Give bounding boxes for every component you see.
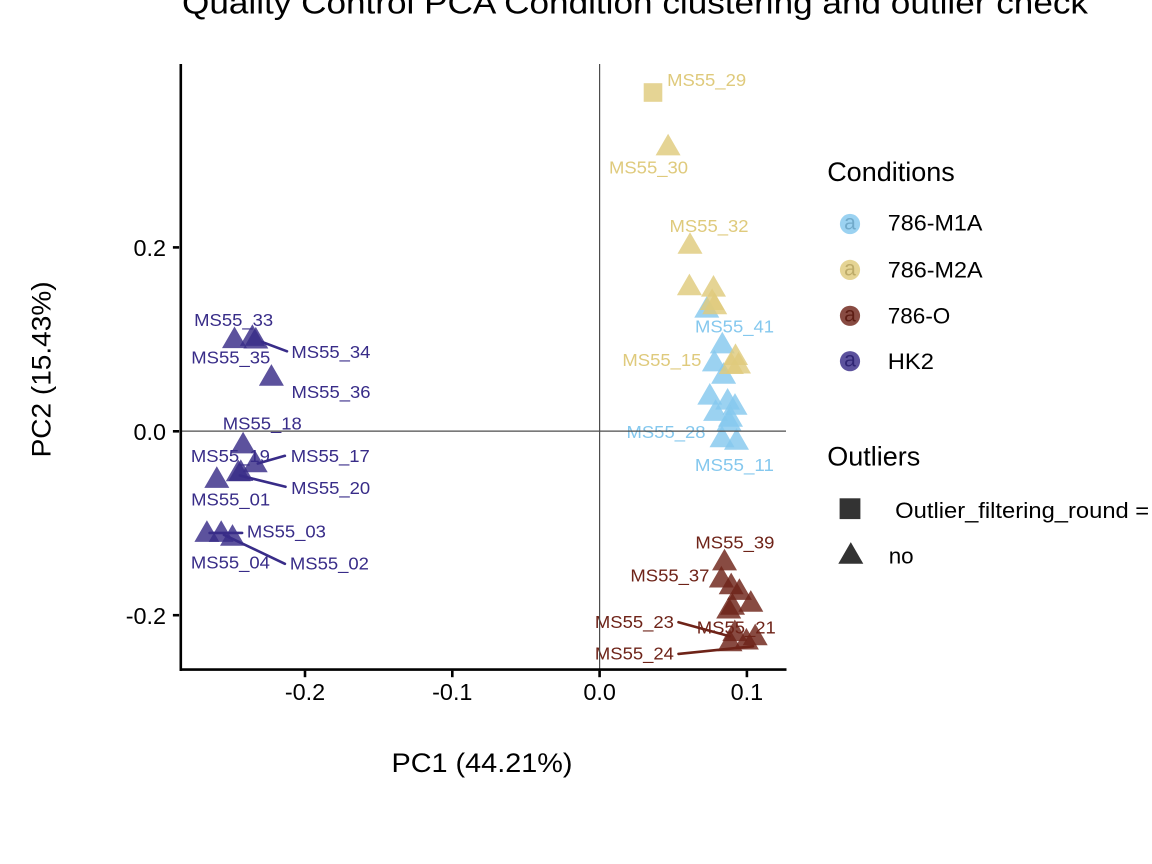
- svg-text:MS55_20: MS55_20: [291, 478, 370, 499]
- svg-text:0.1: 0.1: [731, 679, 764, 705]
- svg-text:MS55_21: MS55_21: [697, 617, 776, 638]
- svg-text:0.2: 0.2: [133, 235, 166, 261]
- svg-text:MS55_33: MS55_33: [194, 310, 273, 331]
- svg-text:Outliers: Outliers: [827, 442, 920, 472]
- svg-text:MS55_01: MS55_01: [191, 490, 270, 511]
- svg-text:a: a: [844, 303, 856, 326]
- svg-text:0.0: 0.0: [133, 419, 166, 445]
- svg-text:MS55_32: MS55_32: [670, 216, 749, 237]
- svg-text:MS55_41: MS55_41: [695, 317, 774, 338]
- svg-text:MS55_04: MS55_04: [191, 553, 270, 574]
- svg-text:HK2: HK2: [888, 349, 934, 374]
- svg-text:MS55_35: MS55_35: [191, 347, 270, 368]
- svg-text:786-O: 786-O: [888, 304, 951, 329]
- svg-text:MS55_39: MS55_39: [695, 532, 774, 553]
- svg-text:a: a: [844, 257, 856, 280]
- svg-text:MS55_03: MS55_03: [247, 522, 326, 543]
- svg-text:Outlier_filtering_round =: Outlier_filtering_round =: [895, 498, 1149, 523]
- svg-text:MS55_18: MS55_18: [223, 414, 302, 435]
- svg-text:MS55_02: MS55_02: [290, 554, 369, 575]
- svg-text:786-M1A: 786-M1A: [888, 211, 983, 236]
- svg-text:MS55_30: MS55_30: [609, 157, 688, 178]
- svg-text:Quality Control PCA Condition: Quality Control PCA Condition clustering…: [182, 0, 1088, 21]
- svg-text:MS55_34: MS55_34: [291, 342, 370, 363]
- svg-text:a: a: [844, 212, 856, 235]
- svg-text:MS55_15: MS55_15: [622, 350, 701, 371]
- svg-text:MS55_17: MS55_17: [291, 446, 370, 467]
- svg-text:MS55_11: MS55_11: [695, 455, 774, 476]
- svg-text:MS55_37: MS55_37: [630, 565, 709, 586]
- svg-text:PC2 (15.43%): PC2 (15.43%): [27, 281, 57, 457]
- svg-text:-0.2: -0.2: [126, 603, 166, 629]
- svg-text:-0.2: -0.2: [285, 679, 325, 705]
- svg-text:MS55_24: MS55_24: [595, 643, 674, 664]
- svg-text:MS55_29: MS55_29: [667, 70, 746, 91]
- svg-text:MS55_19: MS55_19: [191, 446, 270, 467]
- svg-text:MS55_28: MS55_28: [627, 422, 706, 443]
- svg-text:no: no: [889, 544, 914, 569]
- svg-text:0.0: 0.0: [583, 679, 616, 705]
- svg-text:MS55_36: MS55_36: [292, 382, 371, 403]
- svg-text:a: a: [844, 349, 856, 372]
- svg-text:786-M2A: 786-M2A: [888, 258, 983, 283]
- svg-text:PC1 (44.21%): PC1 (44.21%): [392, 748, 573, 778]
- svg-text:MS55_23: MS55_23: [595, 612, 674, 633]
- svg-text:-0.1: -0.1: [432, 679, 472, 705]
- svg-text:Conditions: Conditions: [827, 157, 955, 187]
